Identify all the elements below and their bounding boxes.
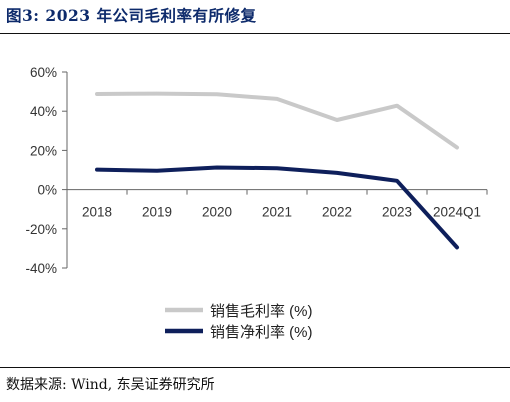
y-tick-label: -40% [25,261,57,276]
x-axis: 2018 2019 2020 2021 2022 2023 2024Q1 [66,189,488,220]
x-tick-label: 2022 [322,205,352,220]
source-rule [0,367,510,368]
x-tick-label: 2020 [202,205,232,220]
y-tick-label: 20% [30,143,57,158]
y-tick-label: 0% [37,183,57,198]
legend-label: 销售毛利率 (%) [210,303,313,320]
x-tick-label: 2018 [82,205,112,220]
y-tick-label: 60% [30,65,57,80]
series-lines [95,91,459,250]
title-rule [0,33,510,34]
source-note: 数据来源: Wind, 东吴证券研究所 [6,377,215,393]
series-line-0 [95,91,459,150]
x-tick-label: 2024Q1 [433,205,481,220]
y-tick-label: -20% [25,222,57,237]
figure-title: 图3: 2023 年公司毛利率有所修复 [6,6,257,25]
series-line-1 [95,165,459,250]
y-tick-label: 40% [30,104,57,119]
x-tick-label: 2023 [382,205,412,220]
legend-label: 销售净利率 (%) [210,324,313,341]
x-tick-label: 2019 [142,205,172,220]
legend: 销售毛利率 (%) 销售净利率 (%) [165,303,313,341]
y-axis: 60% 40% 20% 0% -20% -40% [25,65,68,276]
x-tick-label: 2021 [262,205,292,220]
